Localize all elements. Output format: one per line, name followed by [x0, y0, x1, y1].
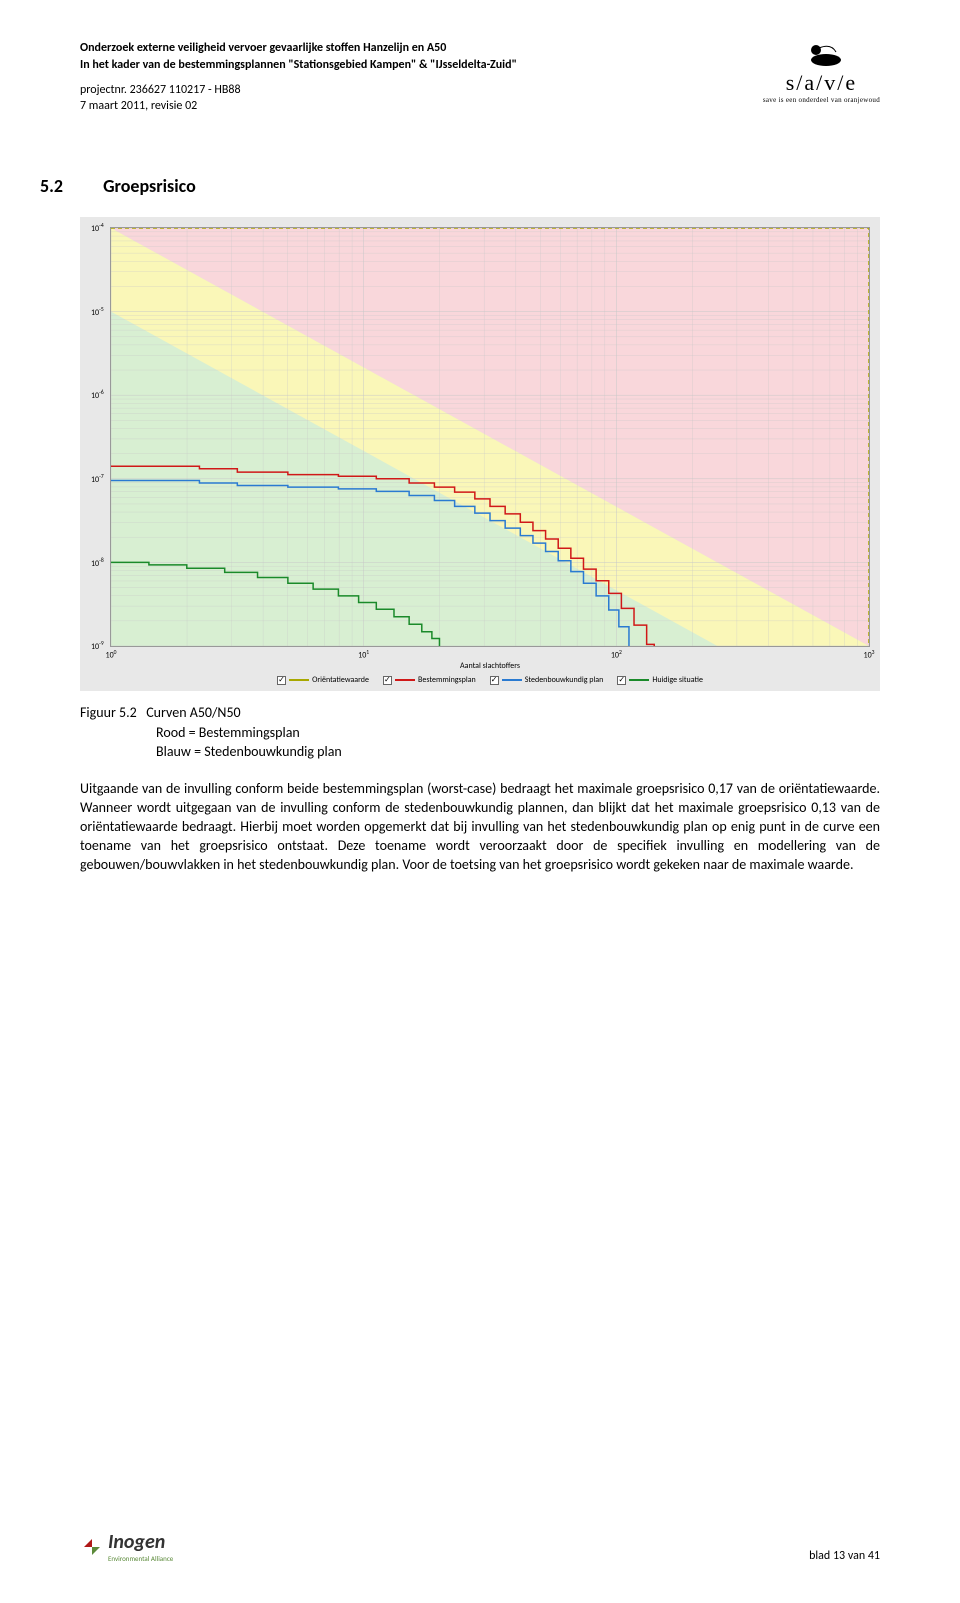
- save-sub: save is een onderdeel van oranjewoud: [763, 96, 880, 104]
- header-date: 7 maart 2011, revisie 02: [80, 98, 517, 115]
- page-footer: Inogen Environmental Alliance blad 13 va…: [80, 1530, 880, 1563]
- y-tick: 10-5: [91, 306, 104, 318]
- legend-swatch: [395, 679, 415, 681]
- page-header: Onderzoek externe veiligheid vervoer gev…: [80, 40, 880, 115]
- header-line2: In het kader van de bestemmingsplannen "…: [80, 57, 517, 74]
- inogen-name: Inogen: [108, 1530, 173, 1554]
- section-num: 5.2: [40, 175, 63, 197]
- y-tick: 10-8: [91, 557, 104, 569]
- inogen-logo: Inogen Environmental Alliance: [80, 1530, 173, 1563]
- caption-prefix: Figuur 5.2: [80, 704, 137, 721]
- x-tick: 103: [864, 649, 875, 661]
- figure-caption: Figuur 5.2 Curven A50/N50 Rood = Bestemm…: [80, 703, 880, 762]
- save-logo: s/a/v/e save is een onderdeel van oranje…: [763, 40, 880, 104]
- x-tick: 100: [106, 649, 117, 661]
- x-tick: 101: [358, 649, 369, 661]
- legend-swatch: [502, 679, 522, 681]
- y-tick: 10-6: [91, 390, 104, 402]
- header-text: Onderzoek externe veiligheid vervoer gev…: [80, 40, 517, 115]
- caption-l1: Curven A50/N50: [146, 704, 240, 721]
- legend-checkbox[interactable]: [490, 676, 499, 685]
- caption-l3: Blauw = Stedenbouwkundig plan: [80, 742, 880, 762]
- legend-checkbox[interactable]: [383, 676, 392, 685]
- chart-container: frequentie (1/jaar) 10-410-510-610-710-8…: [80, 217, 880, 691]
- legend-item: Huidige situatie: [617, 675, 703, 685]
- legend-label: Huidige situatie: [652, 675, 703, 685]
- y-tick: 10-9: [91, 640, 104, 652]
- inogen-sub: Environmental Alliance: [108, 1554, 173, 1563]
- legend-label: Stedenbouwkundig plan: [525, 675, 604, 685]
- inogen-icon: [80, 1535, 104, 1559]
- y-tick: 10-4: [91, 222, 104, 234]
- save-icon: [796, 40, 846, 70]
- legend-label: Oriëntatiewaarde: [312, 675, 369, 685]
- legend-checkbox[interactable]: [617, 676, 626, 685]
- chart-legend: Oriëntatiewaarde Bestemmingsplan Stedenbou…: [110, 671, 870, 687]
- header-line1: Onderzoek externe veiligheid vervoer gev…: [80, 40, 517, 57]
- legend-item: Stedenbouwkundig plan: [490, 675, 604, 685]
- legend-item: Bestemmingsplan: [383, 675, 476, 685]
- save-brand: s/a/v/e: [763, 70, 880, 96]
- section-name: Groepsrisico: [103, 175, 196, 197]
- y-tick: 10-7: [91, 473, 104, 485]
- header-project: projectnr. 236627 110217 - HB88: [80, 82, 517, 99]
- risk-chart: frequentie (1/jaar) 10-410-510-610-710-8…: [110, 227, 870, 647]
- legend-swatch: [629, 679, 649, 681]
- section-title: 5.2 Groepsrisico: [40, 175, 880, 197]
- x-tick: 102: [611, 649, 622, 661]
- legend-label: Bestemmingsplan: [418, 675, 476, 685]
- caption-l2: Rood = Bestemmingsplan: [80, 723, 880, 743]
- legend-swatch: [289, 679, 309, 681]
- legend-item: Oriëntatiewaarde: [277, 675, 369, 685]
- legend-checkbox[interactable]: [277, 676, 286, 685]
- page-number: blad 13 van 41: [809, 1549, 880, 1563]
- body-paragraph: Uitgaande van de invulling conform beide…: [80, 780, 880, 874]
- chart-xlabel: Aantal slachtoffers: [110, 647, 870, 671]
